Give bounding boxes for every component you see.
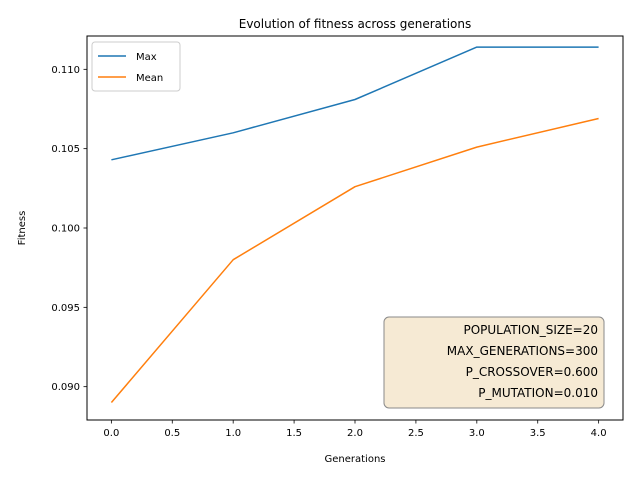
x-tick-label: 3.0	[469, 428, 485, 439]
y-tick-label: 0.090	[51, 382, 80, 393]
x-tick-label: 0.0	[103, 428, 119, 439]
annotation-line: P_MUTATION=0.010	[478, 386, 598, 400]
x-tick-label: 4.0	[591, 428, 607, 439]
annotation-box	[383, 316, 605, 409]
x-tick-label: 1.5	[286, 428, 302, 439]
annotation-line: POPULATION_SIZE=20	[463, 323, 598, 337]
y-tick-label: 0.095	[51, 303, 80, 314]
series-lines	[110, 46, 599, 403]
x-tick-label: 3.5	[530, 428, 546, 439]
legend-label: Mean	[136, 73, 163, 84]
annotation-line: MAX_GENERATIONS=300	[447, 344, 598, 358]
parameters-annotation: POPULATION_SIZE=20 MAX_GENERATIONS=300 P_C…	[383, 316, 605, 409]
x-tick-label: 2.0	[347, 428, 363, 439]
legend-label: Max	[136, 52, 157, 63]
x-tick-label: 0.5	[164, 428, 180, 439]
x-tick-label: 1.0	[225, 428, 241, 439]
legend-box	[91, 41, 181, 92]
x-tick-label: 2.5	[408, 428, 424, 439]
axes-frame	[86, 35, 624, 421]
chart-title: Evolution of fitness across generations	[239, 17, 472, 31]
legend: Max Mean	[91, 41, 181, 92]
y-tick-label: 0.110	[51, 65, 80, 76]
annotation-line: P_CROSSOVER=0.600	[466, 365, 598, 379]
series-line-max	[111, 46, 599, 161]
y-tick-label: 0.100	[51, 224, 80, 235]
x-axis-ticks: 0.0 0.5 1.0 1.5 2.0 2.5 3.0 3.5 4.0	[103, 420, 607, 439]
y-axis-ticks: 0.090 0.095 0.100 0.105 0.110	[51, 65, 87, 393]
series-line-mean	[110, 117, 599, 403]
x-axis-label: Generations	[325, 454, 386, 465]
y-axis-label: Fitness	[17, 211, 28, 246]
y-tick-label: 0.105	[51, 144, 80, 155]
